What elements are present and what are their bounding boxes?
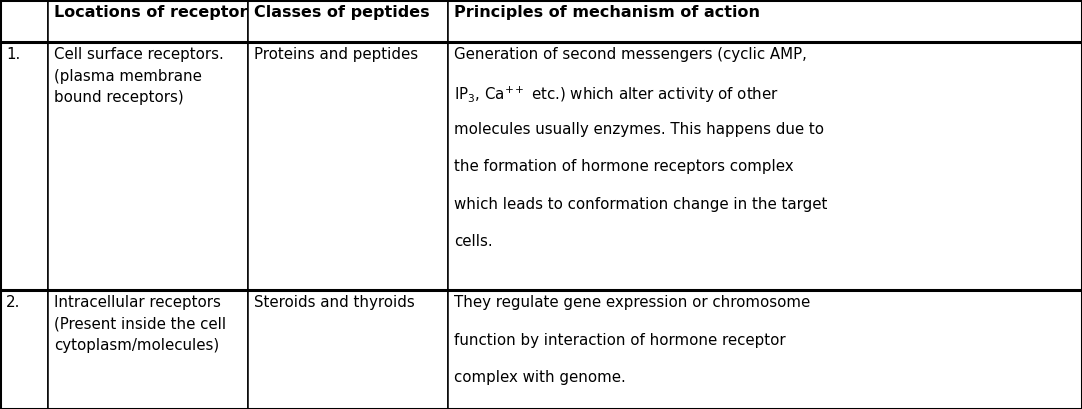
Text: the formation of hormone receptors complex: the formation of hormone receptors compl… <box>454 160 793 175</box>
Text: IP$_{3}$, Ca$^{++}$ etc.) which alter activity of other: IP$_{3}$, Ca$^{++}$ etc.) which alter ac… <box>454 85 779 105</box>
Bar <box>48 290 248 409</box>
Text: Steroids and thyroids: Steroids and thyroids <box>254 295 414 310</box>
Bar <box>48 0 248 42</box>
Bar <box>248 42 448 290</box>
Text: Intracellular receptors
(Present inside the cell
cytoplasm/molecules): Intracellular receptors (Present inside … <box>54 295 226 353</box>
Bar <box>248 290 448 409</box>
Text: Generation of second messengers (cyclic AMP,: Generation of second messengers (cyclic … <box>454 47 807 62</box>
Text: They regulate gene expression or chromosome: They regulate gene expression or chromos… <box>454 295 810 310</box>
Bar <box>448 42 1082 290</box>
Bar <box>0 42 48 290</box>
Bar <box>448 290 1082 409</box>
Text: Cell surface receptors.
(plasma membrane
bound receptors): Cell surface receptors. (plasma membrane… <box>54 47 224 105</box>
Text: Classes of peptides: Classes of peptides <box>254 5 430 20</box>
Text: complex with genome.: complex with genome. <box>454 370 625 385</box>
Bar <box>448 0 1082 42</box>
Text: Principles of mechanism of action: Principles of mechanism of action <box>454 5 760 20</box>
Text: Proteins and peptides: Proteins and peptides <box>254 47 418 62</box>
Text: cells.: cells. <box>454 234 492 249</box>
Text: 2.: 2. <box>6 295 21 310</box>
Bar <box>0 290 48 409</box>
Text: Locations of receptor: Locations of receptor <box>54 5 248 20</box>
Text: molecules usually enzymes. This happens due to: molecules usually enzymes. This happens … <box>454 122 824 137</box>
Text: function by interaction of hormone receptor: function by interaction of hormone recep… <box>454 333 786 348</box>
Bar <box>0 0 48 42</box>
Bar <box>248 0 448 42</box>
Text: which leads to conformation change in the target: which leads to conformation change in th… <box>454 197 828 212</box>
Bar <box>48 42 248 290</box>
Text: 1.: 1. <box>6 47 21 62</box>
